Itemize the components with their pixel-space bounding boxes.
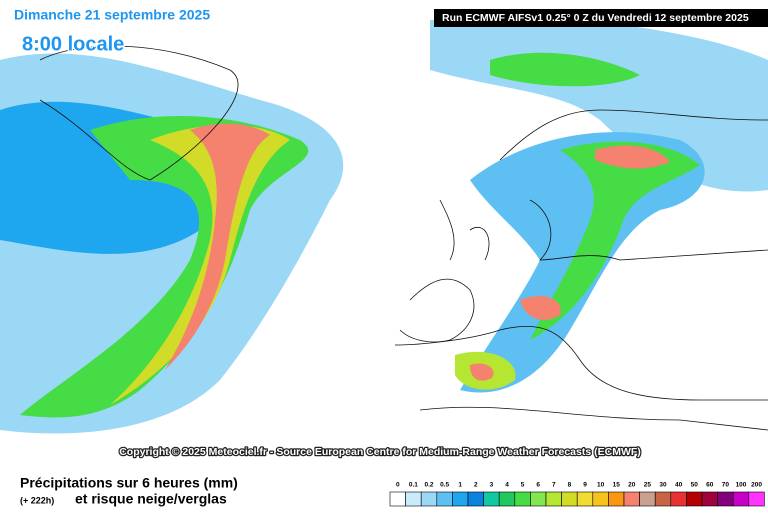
- coastlines: [39, 45, 768, 431]
- legend-swatch: [639, 491, 656, 507]
- legend-label: 100: [736, 482, 747, 489]
- legend-label: 5: [521, 482, 525, 489]
- legend-swatch: [420, 491, 438, 507]
- legend-swatch: [452, 491, 469, 507]
- legend-swatch: [498, 491, 516, 507]
- legend-swatch: [717, 491, 734, 507]
- precip-area: [470, 363, 494, 381]
- legend-swatch: [608, 491, 625, 507]
- legend-swatch: [514, 491, 531, 507]
- legend-label: 15: [613, 482, 621, 489]
- date-title: Dimanche 21 septembre 2025: [14, 7, 210, 23]
- map-area: [0, 17, 768, 434]
- legend-swatch: [686, 491, 703, 507]
- precip-area: [520, 295, 561, 320]
- legend-swatch: [530, 491, 547, 507]
- legend-label: 2: [474, 482, 478, 489]
- legend-label: 3: [490, 482, 494, 489]
- precip-area: [110, 125, 290, 405]
- legend-label: 4: [505, 482, 509, 489]
- run-info: Run ECMWF AIFSv1 0.25° 0 Z du Vendredi 1…: [442, 12, 749, 24]
- legend-swatch: [732, 491, 750, 507]
- run-box: [434, 9, 768, 27]
- legend-swatch: [748, 491, 765, 507]
- legend-label: 8: [568, 482, 572, 489]
- legend: 0 0.1 0.2 0.5 1 2 3 4 5 6 7 8 9 10 15 20 25 30 40 50 60 70 100…: [389, 482, 765, 507]
- legend-label: 0.1: [409, 482, 418, 489]
- legend-swatch: [576, 491, 594, 507]
- legend-label: 0.2: [424, 482, 433, 489]
- legend-swatch: [592, 491, 609, 507]
- precip-area: [165, 123, 270, 370]
- legend-label: 9: [583, 482, 587, 489]
- legend-label: 10: [597, 482, 605, 489]
- legend-label: 20: [628, 482, 636, 489]
- legend-label: 7: [552, 482, 556, 489]
- footer-lead: (+ 222h): [20, 495, 54, 505]
- precip-area: [490, 52, 640, 87]
- legend-label: 40: [675, 482, 683, 489]
- legend-label: 70: [722, 482, 730, 489]
- legend-swatch: [405, 491, 422, 507]
- legend-swatch: [436, 491, 453, 507]
- legend-label: 60: [706, 482, 714, 489]
- legend-label: 50: [691, 482, 699, 489]
- legend-label: 0: [396, 482, 400, 489]
- legend-label: 6: [536, 482, 540, 489]
- legend-swatch: [389, 491, 406, 507]
- legend-label: 1: [458, 482, 462, 489]
- legend-swatch: [654, 491, 672, 507]
- legend-swatch: [483, 491, 500, 507]
- precip-area: [595, 145, 670, 169]
- time-title: 8:00 locale: [22, 33, 124, 55]
- legend-label: 30: [659, 482, 667, 489]
- legend-swatch: [561, 491, 578, 507]
- legend-swatch: [623, 491, 640, 507]
- precip-area: [530, 141, 700, 340]
- legend-swatch: [467, 491, 484, 507]
- legend-label: 25: [644, 482, 652, 489]
- legend-swatch: [545, 491, 562, 507]
- legend-swatch: [701, 491, 718, 507]
- footer-title: Précipitations sur 6 heures (mm): [20, 475, 238, 491]
- legend-label: 0.5: [440, 482, 449, 489]
- legend-label: 200: [751, 482, 762, 489]
- legend-swatch: [670, 491, 687, 507]
- copyright: Copyright © 2025 Meteociel.fr - Source E…: [119, 446, 641, 458]
- footer-subtitle: et risque neige/verglas: [75, 491, 227, 507]
